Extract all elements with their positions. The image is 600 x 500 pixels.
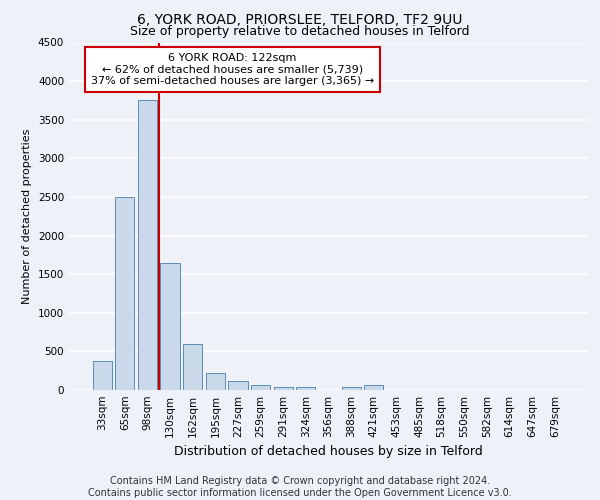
Text: Size of property relative to detached houses in Telford: Size of property relative to detached ho…	[130, 25, 470, 38]
Bar	[296, 388, 316, 390]
Text: Contains HM Land Registry data © Crown copyright and database right 2024.
Contai: Contains HM Land Registry data © Crown c…	[88, 476, 512, 498]
Bar	[115, 197, 134, 390]
Bar	[251, 386, 270, 390]
Bar	[183, 344, 202, 390]
Bar	[92, 362, 112, 390]
Bar	[341, 388, 361, 390]
Text: 6, YORK ROAD, PRIORSLEE, TELFORD, TF2 9UU: 6, YORK ROAD, PRIORSLEE, TELFORD, TF2 9U…	[137, 12, 463, 26]
Bar	[138, 100, 157, 390]
Bar	[274, 388, 293, 390]
Bar	[229, 381, 248, 390]
X-axis label: Distribution of detached houses by size in Telford: Distribution of detached houses by size …	[174, 446, 483, 458]
Y-axis label: Number of detached properties: Number of detached properties	[22, 128, 32, 304]
Bar	[206, 373, 225, 390]
Bar	[364, 386, 383, 390]
Bar	[160, 262, 180, 390]
Text: 6 YORK ROAD: 122sqm
← 62% of detached houses are smaller (5,739)
37% of semi-det: 6 YORK ROAD: 122sqm ← 62% of detached ho…	[91, 53, 374, 86]
